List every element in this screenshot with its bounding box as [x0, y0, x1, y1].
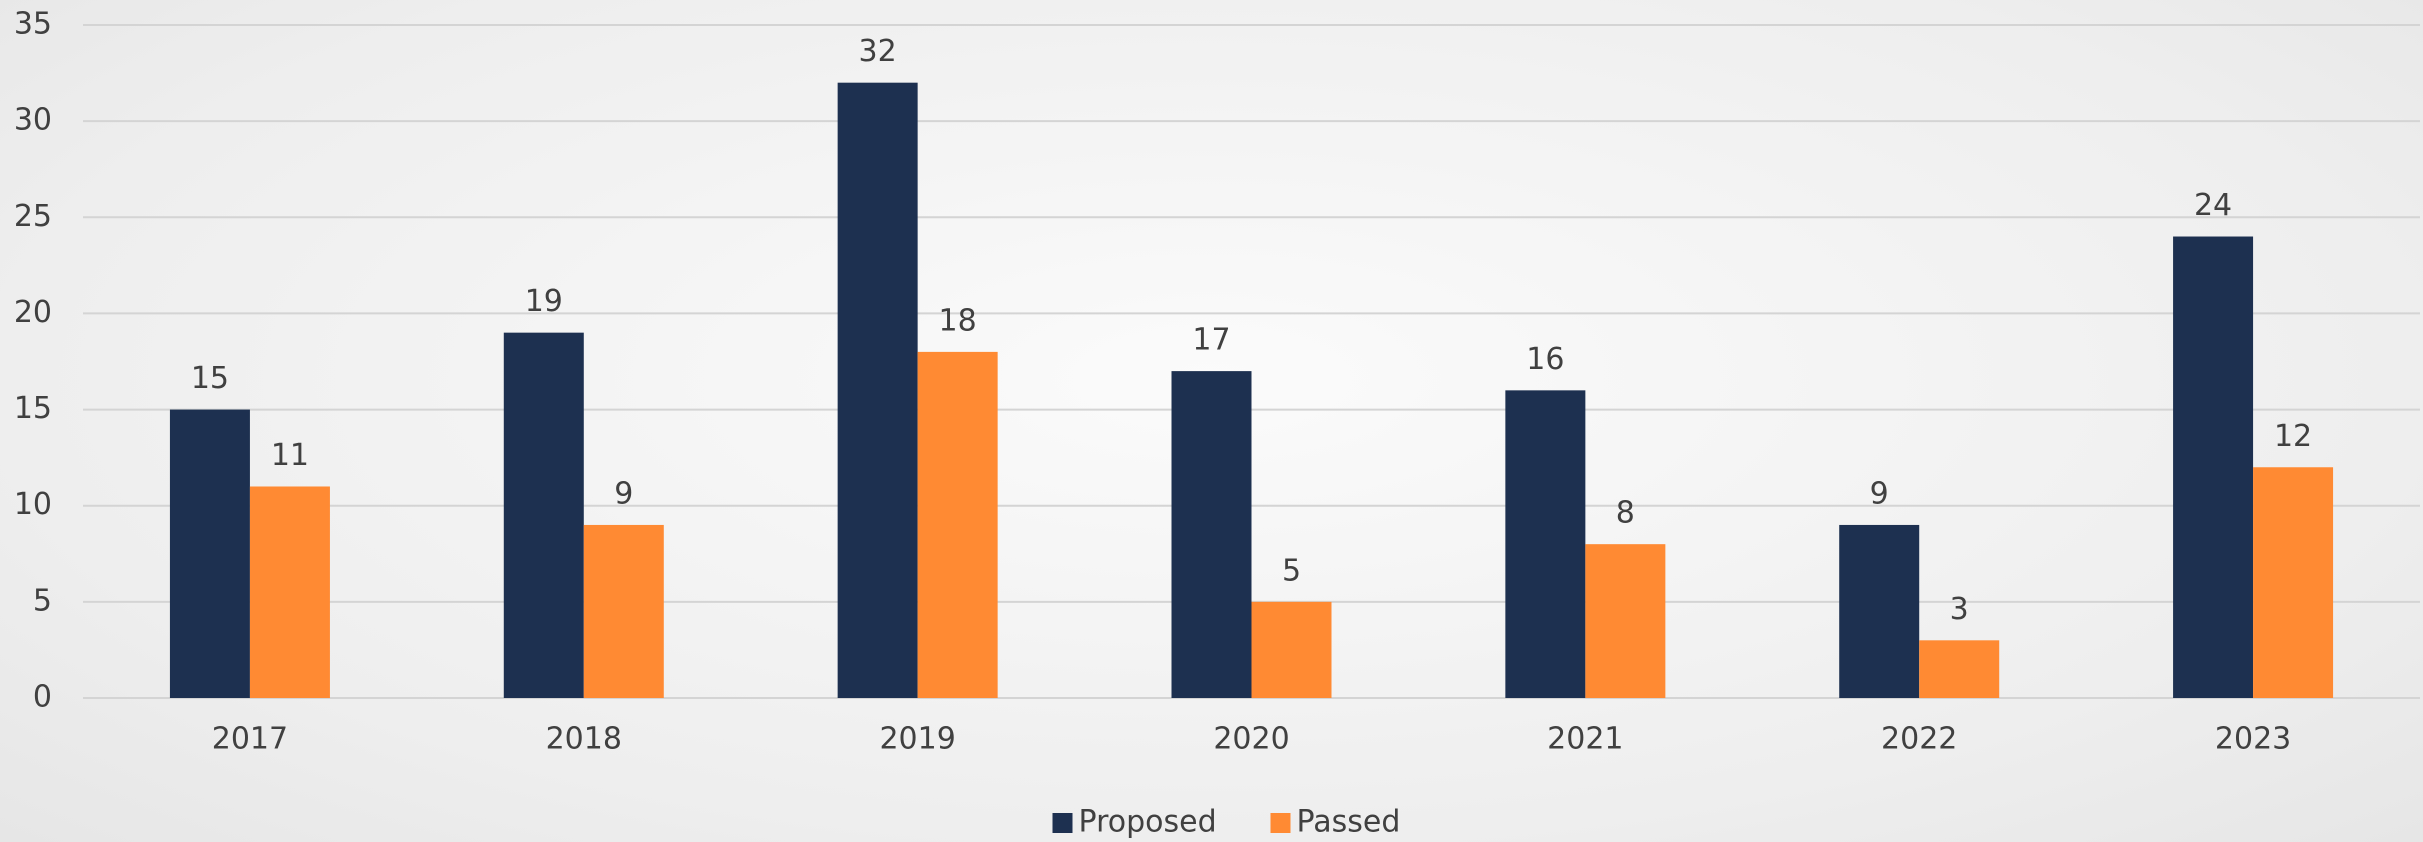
bar: [583, 524, 664, 698]
legend-swatch: [1052, 813, 1073, 833]
data-label: 24: [2194, 188, 2232, 223]
bar: [1505, 390, 1586, 698]
data-label: 3: [1950, 592, 1969, 627]
bar: [1839, 524, 1920, 698]
y-tick-label: 35: [14, 7, 52, 42]
data-label: 8: [1616, 496, 1635, 531]
data-label: 15: [191, 361, 229, 396]
data-label: 17: [1192, 323, 1230, 358]
bar: [1919, 640, 2000, 698]
x-tick-label: 2023: [2215, 722, 2291, 757]
data-label: 11: [271, 438, 309, 473]
data-label: 9: [614, 476, 633, 511]
bar: [2253, 467, 2334, 698]
x-tick-label: 2020: [1213, 722, 1289, 757]
y-tick-label: 10: [14, 487, 52, 522]
y-tick-label: 20: [14, 295, 52, 330]
bar: [2173, 236, 2254, 698]
data-label: 9: [1870, 476, 1889, 511]
bar: [1171, 371, 1252, 698]
legend-label: Proposed: [1079, 805, 1217, 840]
data-label: 19: [525, 284, 563, 319]
x-tick-label: 2021: [1547, 722, 1623, 757]
x-tick-label: 2019: [879, 722, 955, 757]
y-tick-label: 0: [33, 680, 52, 715]
x-tick-label: 2022: [1881, 722, 1957, 757]
data-label: 16: [1526, 342, 1564, 377]
y-tick-label: 15: [14, 391, 52, 426]
bar: [169, 409, 250, 698]
x-tick-label: 2017: [212, 722, 288, 757]
bar: [503, 332, 584, 698]
data-label: 18: [939, 303, 977, 338]
y-tick-label: 5: [33, 583, 52, 618]
bar: [837, 82, 918, 698]
y-tick-label: 30: [14, 103, 52, 138]
bar: [249, 486, 330, 698]
bar: [1585, 544, 1666, 698]
legend-swatch: [1270, 813, 1291, 833]
data-label: 32: [859, 34, 897, 69]
data-label: 12: [2274, 419, 2312, 454]
y-tick-label: 25: [14, 199, 52, 234]
legend-label: Passed: [1297, 805, 1401, 840]
bar: [1251, 601, 1332, 698]
data-label: 5: [1282, 553, 1301, 588]
bar: [917, 351, 998, 698]
x-tick-label: 2018: [546, 722, 622, 757]
